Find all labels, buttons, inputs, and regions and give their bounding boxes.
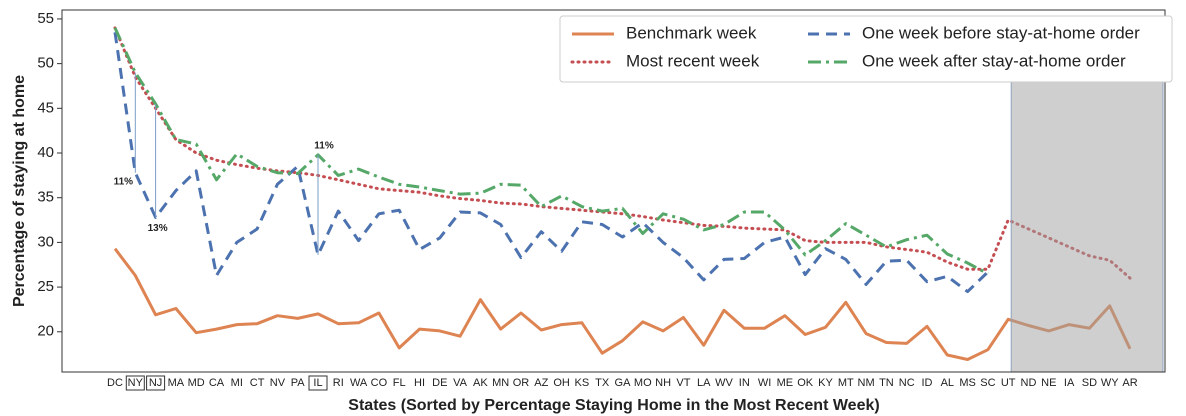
x-tick-label: AZ [534, 377, 548, 389]
legend-label: Most recent week [626, 51, 760, 70]
x-tick-label: NE [1041, 377, 1056, 389]
x-tick-label: WA [350, 377, 368, 389]
x-tick-label: ME [777, 377, 794, 389]
annotation-text: 13% [148, 223, 168, 234]
x-tick-label: AK [473, 377, 488, 389]
y-axis-label: Percentage of staying at home [11, 75, 28, 307]
legend-label: Benchmark week [626, 23, 757, 42]
y-tick-label: 50 [37, 55, 54, 72]
x-tick-label: PA [291, 377, 306, 389]
x-tick-label: NC [899, 377, 915, 389]
annotation-text: 11% [114, 176, 134, 187]
x-axis-label: States (Sorted by Percentage Staying Hom… [348, 397, 879, 414]
x-tick-label: MS [959, 377, 976, 389]
x-tick-label: TX [595, 377, 610, 389]
x-tick-label: ID [922, 377, 933, 389]
x-tick-label: IN [739, 377, 750, 389]
x-tick-label: MI [231, 377, 243, 389]
series-line [113, 247, 1132, 361]
y-tick-label: 45 [37, 99, 54, 116]
x-tick-label: MD [188, 377, 205, 389]
x-tick-label: WI [758, 377, 771, 389]
x-tick-label: NH [655, 377, 671, 389]
x-tick-label: VT [676, 377, 690, 389]
x-tick-label: NM [858, 377, 875, 389]
plot-frame [61, 9, 1166, 373]
x-tick-label: IA [1064, 377, 1075, 389]
x-tick-label: FL [393, 377, 406, 389]
category-box [146, 375, 166, 391]
series-line [113, 27, 989, 276]
x-tick-label: IL [313, 377, 322, 389]
x-tick-label: KY [818, 377, 833, 389]
legend-label: One week after stay-at-home order [862, 51, 1126, 70]
x-tick-label: MN [492, 377, 509, 389]
y-tick-label: 40 [37, 144, 54, 161]
annotation-text: 11% [314, 140, 334, 151]
x-tick-label: MA [168, 377, 185, 389]
category-box [125, 375, 145, 391]
x-tick-label: HI [414, 377, 425, 389]
x-tick-label: DE [432, 377, 447, 389]
y-tick-label: 20 [37, 323, 54, 340]
x-tick-label: LA [697, 377, 711, 389]
y-tick-label: 25 [37, 278, 54, 295]
x-tick-label: AR [1122, 377, 1137, 389]
series-line [113, 26, 1132, 280]
x-tick-label: MT [838, 377, 854, 389]
x-tick-label: UT [1001, 377, 1016, 389]
x-tick-label: NJ [149, 377, 162, 389]
x-tick-label: NY [128, 377, 144, 389]
x-tick-label: CT [250, 377, 265, 389]
x-tick-label: NV [270, 377, 286, 389]
x-tick-label: CO [371, 377, 388, 389]
x-tick-label: RI [333, 377, 344, 389]
x-tick-label: OH [553, 377, 570, 389]
x-tick-label: WY [1101, 377, 1119, 389]
x-tick-label: SC [980, 377, 995, 389]
x-tick-label: GA [615, 377, 632, 389]
x-tick-label: DC [107, 377, 123, 389]
y-tick-label: 35 [37, 189, 54, 206]
x-tick-label: OR [513, 377, 530, 389]
x-tick-label: TN [879, 377, 894, 389]
category-box [308, 375, 328, 391]
x-tick-label: ND [1021, 377, 1037, 389]
y-tick-label: 30 [37, 233, 54, 250]
legend-label: One week before stay-at-home order [862, 23, 1140, 42]
x-tick-label: VA [453, 377, 468, 389]
x-tick-label: MO [634, 377, 652, 389]
legend-box [559, 15, 1173, 83]
x-tick-label: SD [1082, 377, 1097, 389]
x-tick-label: OK [797, 377, 814, 389]
x-tick-label: WV [715, 377, 733, 389]
y-tick-label: 55 [37, 10, 54, 27]
x-tick-label: CA [209, 377, 225, 389]
x-tick-label: AL [941, 377, 954, 389]
series-line [113, 32, 989, 294]
x-tick-label: KS [575, 377, 590, 389]
